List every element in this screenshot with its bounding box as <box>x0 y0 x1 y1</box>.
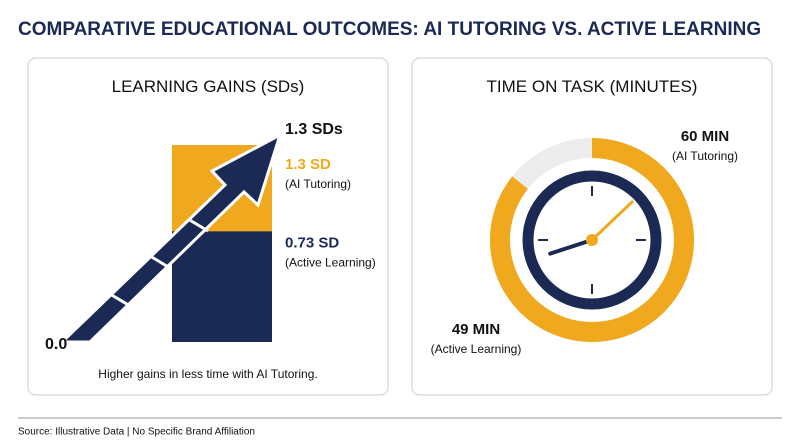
title-text: TIME ON TASK <box>487 77 606 96</box>
chart-title: TIME ON TASK (MINUTES) <box>487 77 698 96</box>
arrow-stripe <box>187 217 209 233</box>
arrow <box>58 131 283 344</box>
source: Source: Illustrative Data | No Specific … <box>18 427 255 438</box>
legend-label: (AI Tutoring) <box>285 177 351 191</box>
learning-chart: 0.0 1.3 SDs 1.3 SD (AI Tutoring) 0.73 SD (Act… <box>45 121 376 353</box>
unit-text: (MINUTES) <box>610 77 698 96</box>
value-label: 0.73 SD <box>285 234 339 251</box>
legend-label: (Active Learning) <box>285 256 376 270</box>
value-label: 49 MIN <box>452 321 500 338</box>
value-label: 1.3 SD <box>285 156 331 173</box>
time-chart: 60 MIN (AI Tutoring) 49 MIN (Active Learnin… <box>431 128 738 356</box>
y-tick-label: 1.3 SDs <box>285 121 343 138</box>
legend-label: (Active Learning) <box>431 342 522 356</box>
hub <box>586 234 598 246</box>
chart-title: LEARNING GAINS (SDs) <box>112 77 305 96</box>
arrow-stripe <box>109 292 131 308</box>
bar <box>172 231 272 342</box>
legend-label: (AI Tutoring) <box>672 149 738 163</box>
value-label: 60 MIN <box>681 128 729 145</box>
page-title: COMPARATIVE EDUCATIONAL OUTCOMES: AI TUT… <box>18 19 761 40</box>
hand-decor <box>590 200 634 242</box>
arrow-stripe <box>149 254 171 270</box>
unit-text: (SDs) <box>261 77 304 96</box>
y-tick-label: 0.0 <box>45 336 67 353</box>
hand <box>548 238 594 256</box>
ring-arc <box>490 138 694 342</box>
title-text: LEARNING GAINS <box>112 77 257 96</box>
note: Higher gains in less time with AI Tutori… <box>98 367 317 381</box>
